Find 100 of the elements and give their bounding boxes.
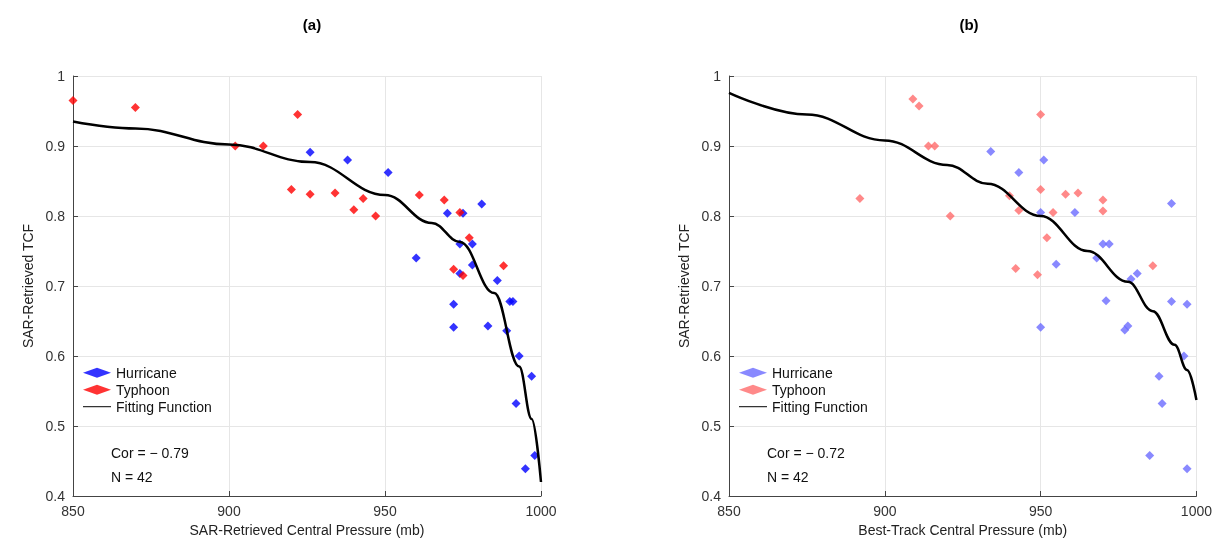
x-axis-title: SAR-Retrieved Central Pressure (mb) <box>189 521 425 538</box>
point <box>1098 195 1108 205</box>
point <box>305 189 315 199</box>
y-tick-label: 0.8 <box>701 208 722 224</box>
point <box>1042 233 1052 243</box>
point <box>855 194 865 203</box>
x-tick-label: 850 <box>61 503 85 519</box>
point <box>464 233 474 243</box>
point <box>411 253 421 263</box>
point <box>371 211 381 221</box>
legend-label: Hurricane <box>772 364 833 381</box>
point <box>1182 299 1192 309</box>
legend-label: Typhoon <box>116 381 170 398</box>
point <box>449 264 459 274</box>
annotation: N = 42 <box>767 468 809 485</box>
point <box>1098 206 1108 216</box>
chart-title: (a) <box>302 16 322 33</box>
point <box>286 184 296 194</box>
point <box>1014 168 1024 178</box>
point <box>514 351 524 361</box>
y-axis-title: SAR-Retrieved TCF <box>675 223 692 349</box>
point <box>1132 268 1142 278</box>
point <box>477 199 487 209</box>
point <box>1039 155 1049 165</box>
y-tick-label: 0.5 <box>45 418 66 434</box>
x-tick-label: 950 <box>373 503 397 519</box>
point <box>1073 188 1083 198</box>
point <box>1033 270 1042 280</box>
annotation: Cor = − 0.79 <box>111 444 190 461</box>
y-tick-label: 0.7 <box>701 278 722 294</box>
legend-label: Fitting Function <box>772 398 868 415</box>
point <box>527 371 537 381</box>
y-tick-label: 0.9 <box>701 138 722 154</box>
y-tick-label: 0.5 <box>701 418 722 434</box>
point <box>511 399 521 409</box>
point <box>1036 184 1046 194</box>
point <box>258 141 268 151</box>
x-tick-label: 950 <box>1028 503 1053 519</box>
point <box>68 96 78 105</box>
point <box>330 188 340 198</box>
point <box>1157 399 1167 409</box>
x-tick-label: 1000 <box>1180 503 1213 519</box>
point <box>908 94 918 104</box>
legend-label: Typhoon <box>772 381 826 398</box>
point <box>1167 198 1176 208</box>
y-tick-label: 0.4 <box>45 488 66 504</box>
y-tick-label: 0.8 <box>45 208 66 224</box>
point <box>492 275 502 285</box>
point <box>467 239 477 249</box>
x-tick-label: 850 <box>717 503 741 519</box>
legend-label: Hurricane <box>116 364 177 381</box>
point <box>358 194 368 203</box>
point <box>923 141 933 151</box>
legend-label: Fitting Function <box>116 398 212 415</box>
point <box>1036 322 1046 332</box>
point <box>1014 205 1024 215</box>
point <box>349 205 359 215</box>
x-tick-label: 900 <box>217 503 241 519</box>
point <box>914 101 924 111</box>
point <box>986 147 996 157</box>
point <box>414 190 424 200</box>
point <box>1070 208 1080 217</box>
point <box>1145 450 1155 460</box>
point <box>930 141 940 151</box>
point <box>1167 296 1176 306</box>
point <box>1051 259 1061 269</box>
point <box>1101 296 1111 306</box>
point <box>520 464 530 474</box>
point <box>499 261 509 271</box>
x-axis-title: Best-Track Central Pressure (mb) <box>858 521 1068 538</box>
y-axis-title: SAR-Retrieved TCF <box>19 223 36 349</box>
point <box>1182 464 1192 474</box>
point <box>439 195 449 205</box>
point <box>343 155 353 165</box>
point <box>1011 264 1021 273</box>
y-tick-label: 0.4 <box>701 488 722 504</box>
point <box>449 322 459 332</box>
y-tick-label: 0.6 <box>45 348 66 364</box>
line-series <box>71 120 543 484</box>
y-tick-label: 0.6 <box>701 348 722 364</box>
point <box>1154 371 1164 381</box>
chart-title: (b) <box>959 16 979 33</box>
point <box>945 211 955 221</box>
point <box>293 110 303 119</box>
y-tick-label: 1 <box>713 68 722 84</box>
line-series <box>727 91 1198 402</box>
point <box>1061 189 1071 199</box>
annotation: Cor = − 0.72 <box>767 444 846 461</box>
point <box>383 168 393 178</box>
point <box>1148 261 1158 271</box>
point <box>305 147 315 157</box>
point <box>483 321 493 331</box>
point <box>449 299 459 309</box>
y-tick-label: 0.7 <box>45 278 66 294</box>
x-tick-label: 900 <box>873 503 897 519</box>
point <box>1123 321 1133 331</box>
x-tick-label: 1000 <box>525 503 557 519</box>
point <box>130 103 140 112</box>
annotation: N = 42 <box>111 468 153 485</box>
point <box>1036 110 1046 119</box>
